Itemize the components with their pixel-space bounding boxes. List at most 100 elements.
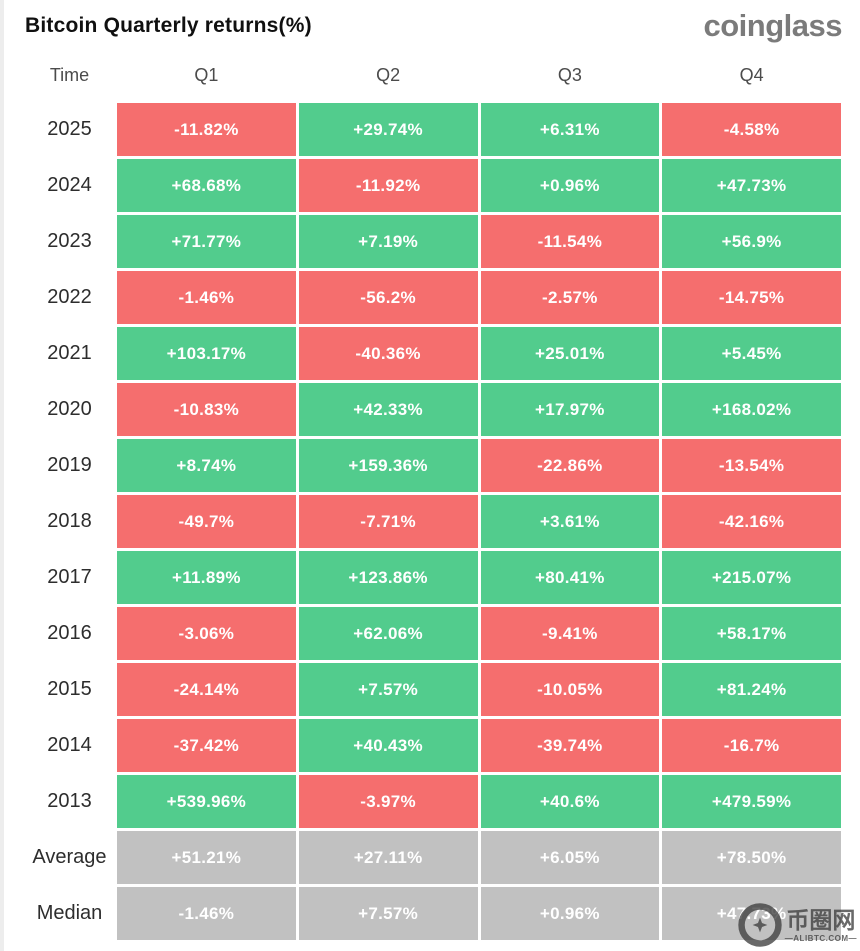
return-cell: +0.96% <box>480 159 660 212</box>
row-label: Median <box>36 902 103 924</box>
table-row-2016: 2016 -3.06% +62.06% -9.41% +58.17% <box>25 607 841 660</box>
return-cell: +68.68% <box>117 159 296 212</box>
return-cell: +42.33% <box>298 383 478 436</box>
table-row-2021: 2021 +103.17% -40.36% +25.01% +5.45% <box>25 327 841 380</box>
row-label: 2022 <box>47 286 92 308</box>
table-row-2025: 2025 -11.82% +29.74% +6.31% -4.58% <box>25 103 841 156</box>
column-header-q2: Q2 <box>376 64 401 85</box>
return-cell: -3.06% <box>117 607 296 660</box>
return-cell: +78.50% <box>662 831 841 884</box>
return-cell: +479.59% <box>662 775 841 828</box>
table-row-2024: 2024 +68.68% -11.92% +0.96% +47.73% <box>25 159 841 212</box>
return-cell: +6.05% <box>480 831 660 884</box>
return-cell: -11.92% <box>298 159 478 212</box>
return-cell: +159.36% <box>298 439 478 492</box>
row-label: 2017 <box>47 566 92 588</box>
return-cell: -24.14% <box>117 663 296 716</box>
coinglass-logo: coinglass <box>703 8 843 43</box>
row-label: 2013 <box>47 790 92 812</box>
table-row-average: Average +51.21% +27.11% +6.05% +78.50% <box>25 831 841 884</box>
return-cell: +11.89% <box>117 551 296 604</box>
column-header-time: Time <box>49 64 90 85</box>
return-cell: -39.74% <box>480 719 660 772</box>
return-cell: -1.46% <box>117 887 296 940</box>
return-cell: -37.42% <box>117 719 296 772</box>
column-header-q3: Q3 <box>557 64 582 85</box>
return-cell: +71.77% <box>117 215 296 268</box>
row-label: 2024 <box>47 174 92 196</box>
return-cell: +168.02% <box>662 383 841 436</box>
table-row-2020: 2020 -10.83% +42.33% +17.97% +168.02% <box>25 383 841 436</box>
return-cell: +25.01% <box>480 327 660 380</box>
return-cell: +27.11% <box>298 831 478 884</box>
row-label: 2016 <box>47 622 92 644</box>
return-cell: +103.17% <box>117 327 296 380</box>
return-cell: +215.07% <box>662 551 841 604</box>
return-cell: +81.24% <box>662 663 841 716</box>
watermark-site-name: 币圈网 <box>786 907 856 934</box>
row-label: 2023 <box>47 230 92 252</box>
return-cell: +56.9% <box>662 215 841 268</box>
row-label: 2019 <box>47 454 92 476</box>
return-cell: +7.57% <box>298 887 478 940</box>
row-label: 2015 <box>47 678 92 700</box>
table-row-2018: 2018 -49.7% -7.71% +3.61% -42.16% <box>25 495 841 548</box>
return-cell: -11.82% <box>117 103 296 156</box>
return-cell: +80.41% <box>480 551 660 604</box>
table-row-2015: 2015 -24.14% +7.57% -10.05% +81.24% <box>25 663 841 716</box>
page-left-edge <box>0 0 4 951</box>
return-cell: -11.54% <box>480 215 660 268</box>
return-cell: +7.57% <box>298 663 478 716</box>
watermark-domain: —ALIBTC.COM— <box>784 933 857 943</box>
return-cell: -56.2% <box>298 271 478 324</box>
return-cell: -40.36% <box>298 327 478 380</box>
return-cell: +17.97% <box>480 383 660 436</box>
watermark-text: 币圈网 —ALIBTC.COM— <box>785 907 857 942</box>
return-cell: -16.7% <box>662 719 841 772</box>
return-cell: -9.41% <box>480 607 660 660</box>
return-cell: +5.45% <box>662 327 841 380</box>
return-cell: +3.61% <box>480 495 660 548</box>
return-cell: +29.74% <box>298 103 478 156</box>
return-cell: +40.6% <box>480 775 660 828</box>
return-cell: +0.96% <box>480 887 660 940</box>
return-cell: -4.58% <box>662 103 841 156</box>
row-label: 2025 <box>47 118 92 140</box>
return-cell: +6.31% <box>480 103 660 156</box>
site-watermark: 币圈网 —ALIBTC.COM— <box>736 901 857 949</box>
table-row-2019: 2019 +8.74% +159.36% -22.86% -13.54% <box>25 439 841 492</box>
return-cell: -1.46% <box>117 271 296 324</box>
returns-table: Time Q1 Q2 Q3 Q4 2025 -11.82% +29.74% +6… <box>25 54 841 940</box>
row-label: Average <box>32 846 107 868</box>
return-cell: +51.21% <box>117 831 296 884</box>
return-cell: +47.73% <box>662 887 841 940</box>
return-cell: -13.54% <box>662 439 841 492</box>
return-cell: -22.86% <box>480 439 660 492</box>
return-cell: +539.96% <box>117 775 296 828</box>
page-title: Bitcoin Quarterly returns(%) <box>25 14 312 37</box>
return-cell: -49.7% <box>117 495 296 548</box>
row-label: 2018 <box>47 510 92 532</box>
return-cell: -14.75% <box>662 271 841 324</box>
table-row-2017: 2017 +11.89% +123.86% +80.41% +215.07% <box>25 551 841 604</box>
return-cell: +40.43% <box>298 719 478 772</box>
row-label: 2014 <box>47 734 92 756</box>
return-cell: -2.57% <box>480 271 660 324</box>
table-row-2023: 2023 +71.77% +7.19% -11.54% +56.9% <box>25 215 841 268</box>
column-header-q4: Q4 <box>739 64 764 85</box>
return-cell: +123.86% <box>298 551 478 604</box>
return-cell: +58.17% <box>662 607 841 660</box>
row-label: 2021 <box>47 342 92 364</box>
return-cell: +62.06% <box>298 607 478 660</box>
table-row-2022: 2022 -1.46% -56.2% -2.57% -14.75% <box>25 271 841 324</box>
table-row-median: Median -1.46% +7.57% +0.96% +47.73% <box>25 887 841 940</box>
return-cell: +47.73% <box>662 159 841 212</box>
return-cell: -7.71% <box>298 495 478 548</box>
column-header-q1: Q1 <box>194 64 219 85</box>
return-cell: +7.19% <box>298 215 478 268</box>
table-header-row: Time Q1 Q2 Q3 Q4 <box>25 54 841 96</box>
return-cell: +8.74% <box>117 439 296 492</box>
return-cell: -10.83% <box>117 383 296 436</box>
titlebar: Bitcoin Quarterly returns(%) coinglass <box>0 0 860 44</box>
row-label: 2020 <box>47 398 92 420</box>
